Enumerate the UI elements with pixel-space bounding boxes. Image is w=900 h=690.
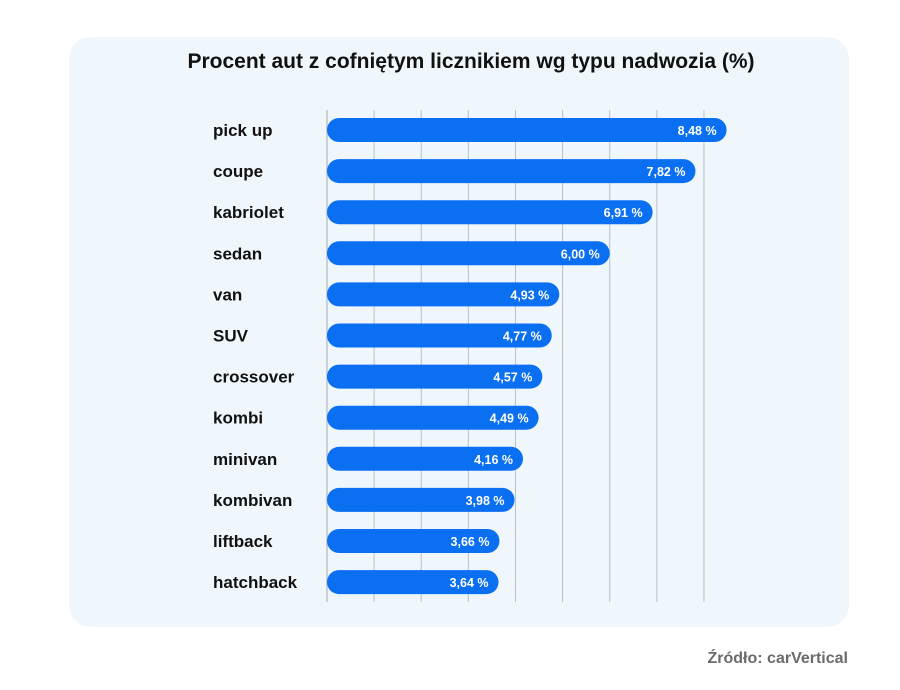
bar <box>327 159 696 184</box>
bar-value-label: 4,77 % <box>503 330 542 344</box>
bar-value-label: 4,16 % <box>474 453 513 467</box>
category-label: kombi <box>213 409 263 428</box>
bar-value-label: 3,66 % <box>451 535 490 549</box>
bar-value-label: 7,82 % <box>647 165 686 179</box>
bar-value-label: 6,00 % <box>561 247 600 261</box>
source-note: Źródło: carVertical <box>707 650 849 667</box>
bar <box>327 323 552 348</box>
category-label: pick up <box>213 121 273 140</box>
bar-value-label: 4,93 % <box>510 288 549 302</box>
bar-value-label: 6,91 % <box>604 206 643 220</box>
category-label: kabriolet <box>213 203 284 222</box>
bar-value-label: 3,98 % <box>466 494 505 508</box>
category-label: sedan <box>213 244 262 263</box>
category-label: coupe <box>213 162 263 181</box>
bar <box>327 241 610 266</box>
bar <box>327 487 515 512</box>
bar <box>327 118 727 142</box>
bar <box>327 570 499 595</box>
bar <box>327 364 543 389</box>
chart-title: Procent aut z cofniętym licznikiem wg ty… <box>187 50 755 73</box>
category-label: crossover <box>213 368 295 387</box>
bar-value-label: 4,57 % <box>493 371 532 385</box>
category-label: minivan <box>213 450 277 469</box>
bar <box>327 529 500 553</box>
bar <box>327 200 653 225</box>
bar-value-label: 8,48 % <box>678 124 717 138</box>
bar <box>327 446 524 471</box>
category-label: van <box>213 285 242 304</box>
category-label: kombivan <box>213 491 292 510</box>
bar-value-label: 4,49 % <box>490 412 529 426</box>
category-label: liftback <box>213 532 273 551</box>
category-label: SUV <box>213 327 249 346</box>
bar-value-label: 3,64 % <box>450 576 489 590</box>
bar <box>327 405 539 430</box>
bar <box>327 282 560 307</box>
category-label: hatchback <box>213 573 298 592</box>
